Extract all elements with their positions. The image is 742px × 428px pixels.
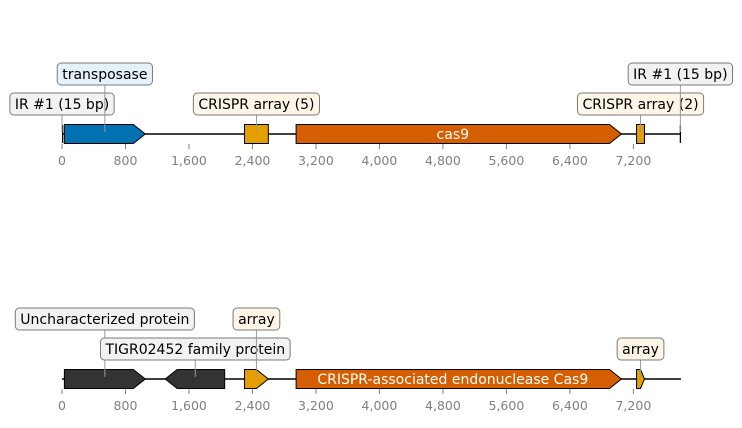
annotation-label: CRISPR array (5) (198, 97, 314, 113)
crispr-array-5 (244, 124, 269, 144)
crispr-array-2 (636, 124, 645, 144)
axis-tick-label: 0 (58, 153, 66, 168)
annotation-label: CRISPR array (2) (582, 97, 698, 113)
annotation-label: IR #1 (15 bp) (15, 97, 109, 113)
axis-tick-label: 800 (114, 153, 138, 168)
annotation-box (616, 337, 665, 361)
annotation-box (14, 307, 195, 331)
axis-tick-label: 4,000 (362, 153, 398, 168)
transposase (63, 124, 147, 144)
axis-tick-label: 4,800 (425, 398, 461, 413)
axis-tick-label: 6,400 (552, 153, 588, 168)
annotation-box (576, 92, 705, 116)
axis-tick-label: 7,200 (615, 398, 651, 413)
annotation-label: transposase (62, 67, 147, 83)
uncharacterized-protein (63, 369, 147, 389)
crispr-cas9 (295, 369, 623, 389)
annotation-label: Uncharacterized protein (20, 312, 189, 328)
annotation-box (232, 307, 281, 331)
annotation-box (99, 337, 291, 361)
track2: 0 800 1,600 2,400 3,200 4,000 4,800 5,600 6,400 7… (14, 307, 681, 413)
annotation-label: IR #1 (15 bp) (633, 67, 727, 83)
axis-tick-label: 1,600 (171, 153, 207, 168)
annotation-box (627, 62, 734, 86)
annotation-box (56, 62, 153, 86)
annotation-label: array (238, 312, 275, 328)
cas9-label: cas9 (437, 127, 469, 143)
axis-tick-label: 800 (114, 398, 138, 413)
array-1 (244, 369, 270, 389)
axis-tick-label: 5,600 (489, 398, 525, 413)
axis-tick-label: 7,200 (615, 153, 651, 168)
track1: 0 800 1,600 2,400 3,200 4,000 4,800 5,600 6,400 7… (9, 62, 734, 168)
axis-tick-label: 4,800 (425, 153, 461, 168)
axis-tick-label: 5,600 (489, 153, 525, 168)
crispr-cas9-label: CRISPR-associated endonuclease Cas9 (317, 372, 588, 388)
axis-tick-label: 1,600 (171, 398, 207, 413)
tigr02452-protein (164, 369, 226, 389)
axis-tick-label: 2,400 (235, 153, 271, 168)
axis-tick-label: 0 (58, 398, 66, 413)
cas9 (295, 124, 623, 144)
axis-tick-label: 6,400 (552, 398, 588, 413)
axis-tick-label: 3,200 (298, 153, 334, 168)
annotation-box (192, 92, 320, 116)
axis-tick-label: 4,000 (362, 398, 398, 413)
axis-tick-label: 2,400 (235, 398, 271, 413)
axis-tick-label: 3,200 (298, 398, 334, 413)
annotation-label: TIGR02452 family protein (104, 342, 285, 358)
annotation-label: array (622, 342, 659, 358)
array-2 (636, 369, 646, 389)
annotation-box (9, 92, 115, 116)
